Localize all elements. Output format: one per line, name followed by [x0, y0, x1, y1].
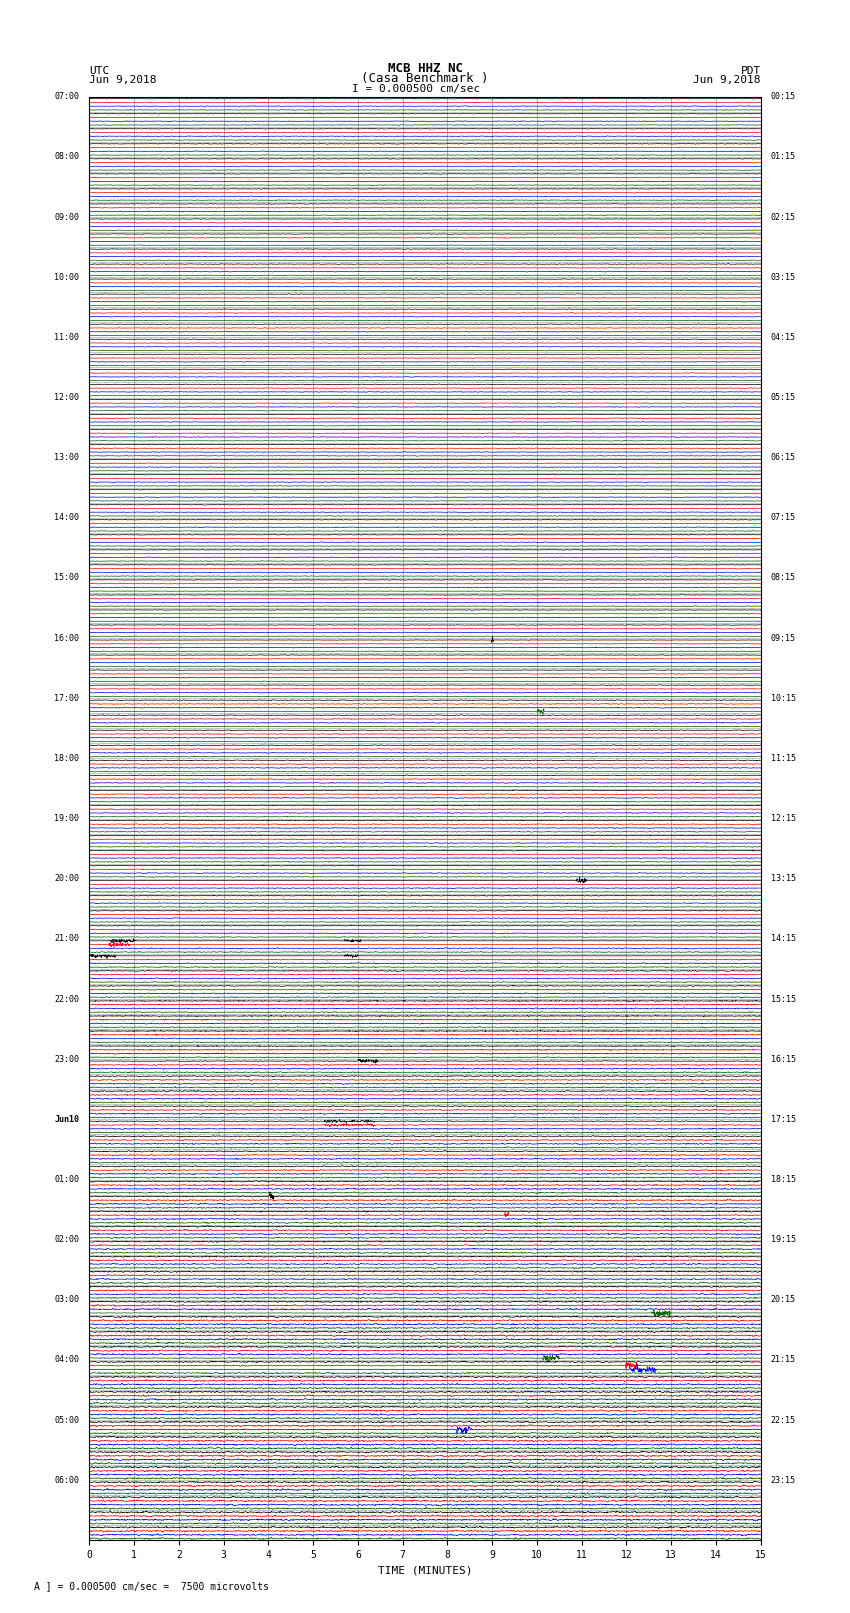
Text: 06:15: 06:15 — [771, 453, 796, 463]
Text: 09:00: 09:00 — [54, 213, 79, 221]
Text: 11:00: 11:00 — [54, 332, 79, 342]
Text: 12:00: 12:00 — [54, 394, 79, 402]
Text: 02:15: 02:15 — [771, 213, 796, 221]
Text: PDT: PDT — [740, 66, 761, 76]
Text: 01:15: 01:15 — [771, 153, 796, 161]
Text: 13:15: 13:15 — [771, 874, 796, 884]
Text: 21:15: 21:15 — [771, 1355, 796, 1365]
Text: 14:00: 14:00 — [54, 513, 79, 523]
Text: 10:00: 10:00 — [54, 273, 79, 282]
Text: I = 0.000500 cm/sec: I = 0.000500 cm/sec — [353, 84, 480, 94]
Text: 07:15: 07:15 — [771, 513, 796, 523]
Text: 22:15: 22:15 — [771, 1416, 796, 1424]
Text: 10:15: 10:15 — [771, 694, 796, 703]
Text: 16:00: 16:00 — [54, 634, 79, 642]
Text: 04:00: 04:00 — [54, 1355, 79, 1365]
Text: MCB HHZ NC: MCB HHZ NC — [388, 61, 462, 76]
Text: 15:15: 15:15 — [771, 995, 796, 1003]
Text: 23:00: 23:00 — [54, 1055, 79, 1063]
Text: 12:15: 12:15 — [771, 815, 796, 823]
Text: 02:00: 02:00 — [54, 1236, 79, 1244]
Text: 04:15: 04:15 — [771, 332, 796, 342]
Text: Jun 9,2018: Jun 9,2018 — [89, 76, 156, 85]
Text: 01:00: 01:00 — [54, 1174, 79, 1184]
Text: 18:15: 18:15 — [771, 1174, 796, 1184]
Text: 20:15: 20:15 — [771, 1295, 796, 1305]
Text: 21:00: 21:00 — [54, 934, 79, 944]
Text: 05:00: 05:00 — [54, 1416, 79, 1424]
Text: 08:00: 08:00 — [54, 153, 79, 161]
Text: 19:00: 19:00 — [54, 815, 79, 823]
Text: 03:15: 03:15 — [771, 273, 796, 282]
Text: 03:00: 03:00 — [54, 1295, 79, 1305]
Text: (Casa Benchmark ): (Casa Benchmark ) — [361, 71, 489, 84]
Text: Jun 9,2018: Jun 9,2018 — [694, 76, 761, 85]
Text: 19:15: 19:15 — [771, 1236, 796, 1244]
Text: Jun10: Jun10 — [54, 1115, 79, 1124]
Text: UTC: UTC — [89, 66, 110, 76]
X-axis label: TIME (MINUTES): TIME (MINUTES) — [377, 1566, 473, 1576]
Text: 14:15: 14:15 — [771, 934, 796, 944]
Text: 16:15: 16:15 — [771, 1055, 796, 1063]
Text: 17:15: 17:15 — [771, 1115, 796, 1124]
Text: 23:15: 23:15 — [771, 1476, 796, 1484]
Text: 20:00: 20:00 — [54, 874, 79, 884]
Text: 11:15: 11:15 — [771, 753, 796, 763]
Text: 15:00: 15:00 — [54, 574, 79, 582]
Text: 13:00: 13:00 — [54, 453, 79, 463]
Text: 17:00: 17:00 — [54, 694, 79, 703]
Text: A ] = 0.000500 cm/sec =  7500 microvolts: A ] = 0.000500 cm/sec = 7500 microvolts — [34, 1581, 269, 1590]
Text: 08:15: 08:15 — [771, 574, 796, 582]
Text: 05:15: 05:15 — [771, 394, 796, 402]
Text: 09:15: 09:15 — [771, 634, 796, 642]
Text: 18:00: 18:00 — [54, 753, 79, 763]
Text: 00:15: 00:15 — [771, 92, 796, 102]
Text: 06:00: 06:00 — [54, 1476, 79, 1484]
Text: 22:00: 22:00 — [54, 995, 79, 1003]
Text: 07:00: 07:00 — [54, 92, 79, 102]
